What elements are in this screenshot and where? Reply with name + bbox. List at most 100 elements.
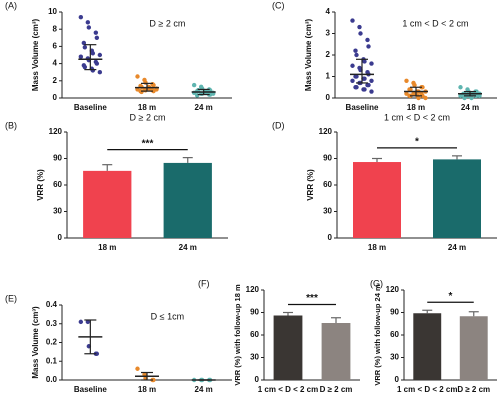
data-point <box>369 61 374 66</box>
data-point <box>477 93 482 99</box>
data-point <box>97 70 103 75</box>
data-point <box>366 82 371 88</box>
data-point <box>416 95 421 101</box>
bar <box>459 316 488 380</box>
significance: * <box>415 136 419 147</box>
bar <box>321 323 351 380</box>
data-point <box>365 37 370 43</box>
y-axis-label: VRR (%) <box>36 169 45 201</box>
panel-label: (C) <box>272 0 285 10</box>
panel-label: (D) <box>272 120 285 130</box>
panel-title: 1 cm < D < 2 cm <box>384 112 450 122</box>
y-tick-label: 120 <box>49 127 63 136</box>
y-axis-label: Mass Volume (cm³) <box>304 19 313 92</box>
y-tick-label: 30 <box>390 353 399 362</box>
data-point <box>94 61 100 66</box>
x-tick-label: D ≥ 2 cm <box>320 385 353 394</box>
y-tick-label: 8 <box>53 24 58 33</box>
panel-label: (E) <box>5 293 17 303</box>
x-tick-label: 18 m <box>138 385 156 394</box>
x-tick-label: Baseline <box>346 103 379 112</box>
panel-label: (F) <box>198 278 210 288</box>
y-tick-label: 0 <box>326 93 331 102</box>
x-tick-label: 24 m <box>179 243 197 252</box>
data-point <box>350 18 355 23</box>
panel-label: (A) <box>5 0 17 10</box>
y-tick-label: 0 <box>395 375 400 384</box>
data-point <box>82 64 88 70</box>
y-tick-label: 90 <box>390 308 399 317</box>
data-point <box>404 78 409 84</box>
x-tick-label: 24 m <box>195 385 213 394</box>
data-point <box>423 95 428 101</box>
data-point <box>354 74 359 79</box>
x-tick-label: D ≥ 2 cm <box>457 385 490 394</box>
bar <box>413 313 442 380</box>
x-tick-label: 18 m <box>368 243 386 252</box>
annotation: D ≤ 1cm <box>151 311 184 321</box>
bar <box>83 170 132 238</box>
x-tick-label: 24 m <box>195 103 213 112</box>
data-point <box>139 89 144 95</box>
y-tick-label: 0 <box>58 233 63 242</box>
data-point <box>78 14 84 20</box>
data-point <box>151 82 156 88</box>
data-point <box>350 78 355 84</box>
panel-label: (G) <box>370 278 383 288</box>
data-point <box>86 25 92 30</box>
data-point <box>78 54 84 59</box>
y-tick-label: 4 <box>53 59 58 68</box>
y-tick-label: 3 <box>326 29 331 38</box>
y-tick-label: 2 <box>53 76 58 85</box>
data-point <box>191 82 197 88</box>
y-tick-label: 120 <box>386 285 400 294</box>
x-tick-label: Baseline <box>74 385 107 394</box>
y-tick-label: 0 <box>328 233 333 242</box>
data-point <box>90 51 96 56</box>
y-tick-label: 60 <box>250 330 259 339</box>
panel-label: (B) <box>5 120 17 130</box>
y-tick-label: 0 <box>53 93 58 102</box>
y-tick-label: 60 <box>53 180 62 189</box>
data-point <box>94 35 100 40</box>
data-point <box>81 40 87 46</box>
y-axis-label: Mass Volume (cm³) <box>31 306 40 379</box>
y-tick-label: 6 <box>53 42 58 51</box>
significance: *** <box>142 138 154 149</box>
data-point <box>94 351 100 356</box>
y-axis-label: VRR (%) with follow-up 18 m <box>233 284 242 386</box>
y-tick-label: 60 <box>390 330 399 339</box>
data-point <box>358 31 363 36</box>
data-point <box>82 45 88 50</box>
data-point <box>366 44 371 49</box>
x-tick-label: 24 m <box>461 103 479 112</box>
data-point <box>135 366 140 371</box>
y-tick-label: 4 <box>326 7 331 16</box>
data-point <box>362 87 367 92</box>
x-tick-label: 18 m <box>407 103 425 112</box>
y-tick-label: 30 <box>250 353 259 362</box>
bar <box>273 315 303 380</box>
data-point <box>458 85 463 90</box>
y-tick-label: 90 <box>323 154 332 163</box>
panel-title: D ≥ 2 cm <box>130 112 166 122</box>
annotation: D ≥ 2 cm <box>149 18 185 28</box>
bar <box>353 162 401 238</box>
y-tick-label: 0 <box>255 375 260 384</box>
data-point <box>462 95 467 101</box>
data-point <box>93 30 99 35</box>
x-tick-label: 18 m <box>138 103 156 112</box>
y-tick-label: 2 <box>326 50 331 59</box>
x-tick-label: 24 m <box>448 243 466 252</box>
x-tick-label: 1 cm < D < 2 cm <box>258 385 318 394</box>
data-point <box>357 24 362 30</box>
data-point <box>362 76 367 81</box>
x-tick-label: Baseline <box>74 103 107 112</box>
data-point <box>151 377 156 383</box>
data-point <box>85 319 91 325</box>
data-point <box>408 87 413 92</box>
data-point <box>369 78 374 84</box>
y-tick-label: 0.4 <box>46 300 58 309</box>
y-tick-label: 120 <box>246 285 260 294</box>
